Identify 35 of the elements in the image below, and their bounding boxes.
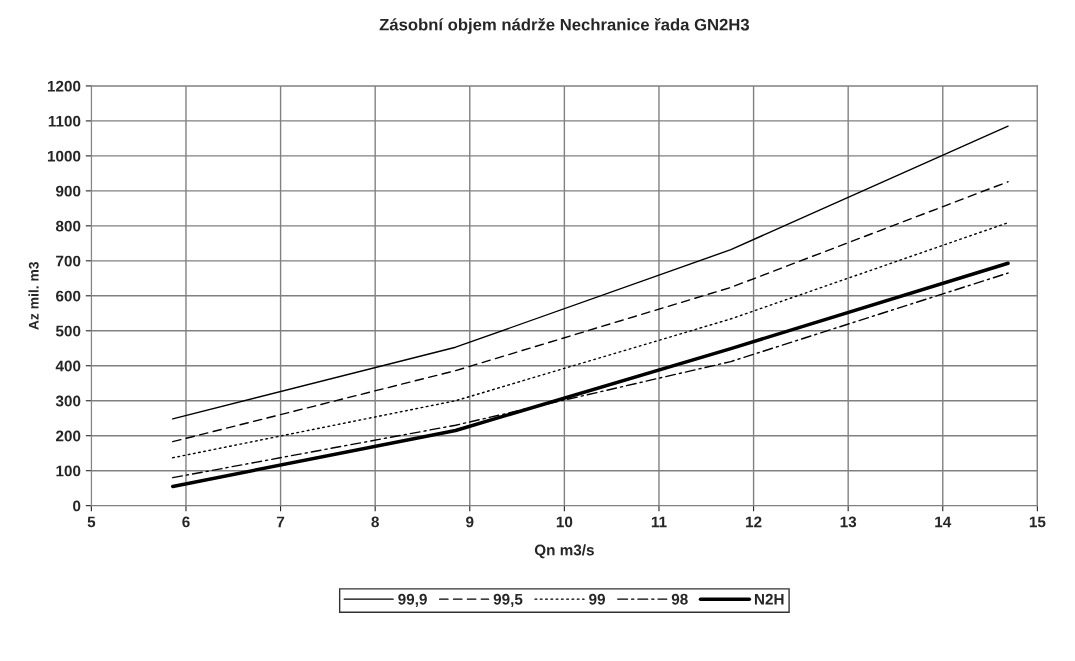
y-tick-label: 400 [55,360,81,372]
y-axis-title: Az mil. m3 [28,261,39,330]
y-tick-label: 500 [55,325,81,337]
x-tick-label: 12 [746,516,762,528]
x-tick-label: 5 [87,516,96,528]
y-tick-label: 1100 [48,115,81,127]
x-tick-label: 8 [371,516,379,528]
x-tick-label: 7 [276,516,285,528]
y-tick-label: 1000 [47,150,81,162]
x-tick-label: 13 [840,516,857,528]
y-tick-label: 1200 [47,80,81,92]
chart-title: Zásobní objem nádrže Nechranice řada GN2H3 [379,17,750,34]
x-tick-label: 6 [182,516,190,528]
y-tick-label: 100 [56,465,81,477]
line-series [172,125,1009,420]
x-tick-label: 14 [935,516,952,528]
legend-label: 99 [589,593,605,605]
line-series [172,221,1009,459]
x-tick-label: 15 [1029,516,1046,528]
y-tick-label: 300 [55,395,81,407]
x-tick-label: 9 [466,516,474,528]
x-axis-title: Qn m3/s [534,544,594,559]
y-tick-label: 900 [56,185,81,197]
legend-label: 99,5 [493,593,523,607]
y-tick-label: 800 [55,220,81,232]
legend-label: 99,9 [398,593,427,607]
y-tick-label: 200 [56,430,81,442]
y-tick-label: 0 [73,500,81,512]
y-tick-label: 600 [56,290,81,302]
legend-label: 98 [671,593,688,605]
legend-label: N2H [754,593,784,605]
y-tick-label: 700 [56,255,81,267]
x-tick-label: 11 [651,516,667,528]
x-tick-label: 10 [556,516,573,528]
line-series [172,181,1009,443]
